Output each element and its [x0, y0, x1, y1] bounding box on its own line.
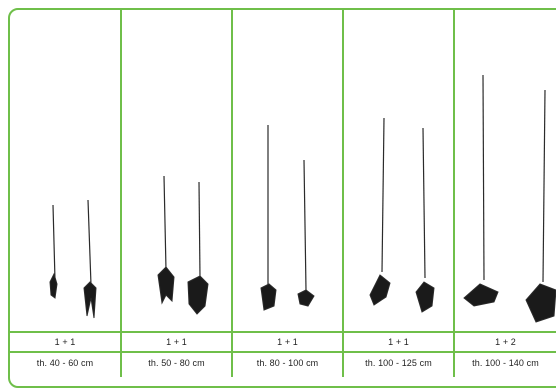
column-divider	[231, 10, 233, 377]
seedling-pair-2	[157, 175, 209, 315]
age-label-4: 1 + 1	[388, 337, 409, 347]
height-label-4: th. 100 - 125 cm	[365, 358, 432, 368]
label-row-middle-line	[8, 351, 556, 353]
column-divider	[453, 10, 455, 377]
label-row-top-line	[8, 331, 556, 333]
seedling-pair-4	[369, 117, 435, 313]
height-label-2: th. 50 - 80 cm	[148, 358, 205, 368]
age-label-5: 1 + 2	[495, 337, 516, 347]
column-divider	[120, 10, 122, 377]
height-label-5: th. 100 - 140 cm	[472, 358, 539, 368]
seedling-pair-1	[49, 199, 97, 319]
age-label-1: 1 + 1	[54, 337, 76, 347]
column-divider	[342, 10, 344, 377]
seedling-illustrations	[49, 74, 556, 323]
height-label-1: th. 40 - 60 cm	[36, 358, 94, 368]
age-label-2: 1 + 1	[166, 337, 187, 347]
height-label-3: th. 80 - 100 cm	[256, 358, 319, 368]
age-label-3: 1 + 1	[277, 337, 298, 347]
seedling-pair-3	[260, 125, 315, 311]
seedling-pair-5	[463, 74, 556, 323]
